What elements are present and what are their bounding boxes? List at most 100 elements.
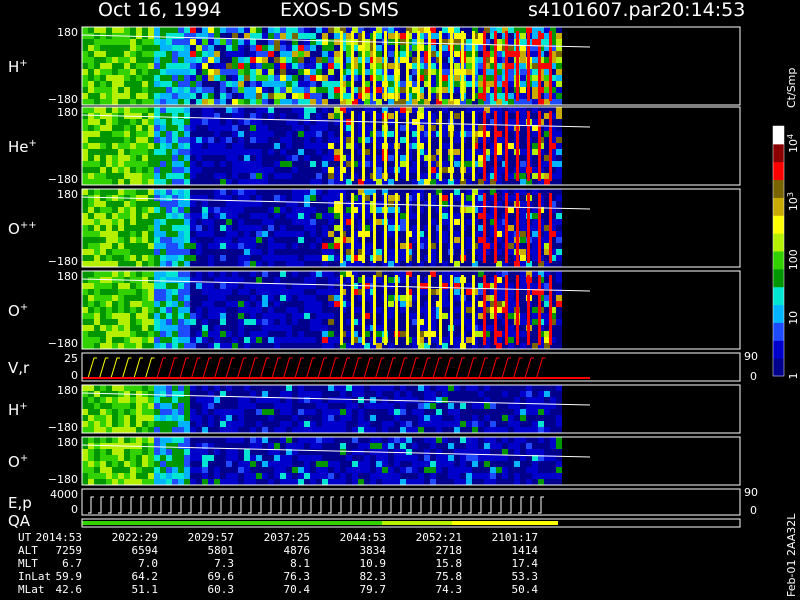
heatmap-cell: [274, 219, 280, 225]
heatmap-cell: [400, 143, 406, 149]
heatmap-cell: [172, 179, 178, 185]
heatmap-cell: [478, 33, 484, 39]
spin-stripe: [527, 275, 530, 345]
heatmap-cell: [334, 63, 340, 69]
heatmap-cell: [310, 331, 316, 337]
heatmap-cell: [208, 397, 214, 403]
heatmap-cell: [82, 307, 88, 313]
heatmap-cell: [520, 337, 526, 343]
heatmap-cell: [550, 93, 556, 99]
velocity-tick: [122, 357, 132, 379]
heatmap-cell: [490, 119, 496, 125]
heatmap-cell: [280, 119, 286, 125]
heatmap-cell: [232, 261, 238, 267]
heatmap-cell: [148, 277, 154, 283]
heatmap-cell: [256, 125, 262, 131]
heatmap-cell: [484, 249, 490, 255]
heatmap-cell: [172, 225, 178, 231]
heatmap-cell: [208, 391, 214, 397]
heatmap-cell: [160, 249, 166, 255]
heatmap-cell: [286, 219, 292, 225]
heatmap-cell: [160, 295, 166, 301]
heatmap-cell: [418, 403, 424, 409]
heatmap-cell: [178, 51, 184, 57]
heatmap-cell: [418, 421, 424, 427]
heatmap-cell: [172, 57, 178, 63]
heatmap-cell: [556, 237, 562, 243]
heatmap-cell: [490, 39, 496, 45]
heatmap-cell: [454, 155, 460, 161]
heatmap-cell: [526, 391, 532, 397]
heatmap-cell: [280, 179, 286, 185]
heatmap-cell: [232, 179, 238, 185]
heatmap-cell: [166, 283, 172, 289]
heatmap-cell: [100, 427, 106, 433]
heatmap-cell: [214, 201, 220, 207]
heatmap-cell: [136, 189, 142, 195]
heatmap-cell: [388, 213, 394, 219]
heatmap-cell: [154, 295, 160, 301]
heatmap-cell: [346, 149, 352, 155]
heatmap-cell: [520, 409, 526, 415]
heatmap-cell: [520, 81, 526, 87]
heatmap-cell: [340, 179, 346, 185]
heatmap-cell: [268, 391, 274, 397]
heatmap-cell: [196, 137, 202, 143]
heatmap-cell: [166, 179, 172, 185]
heatmap-cell: [466, 39, 472, 45]
heatmap-cell: [166, 107, 172, 113]
heatmap-cell: [220, 337, 226, 343]
heatmap-cell: [268, 39, 274, 45]
heatmap-cell: [556, 143, 562, 149]
heatmap-cell: [88, 63, 94, 69]
heatmap-cell: [196, 143, 202, 149]
heatmap-cell: [334, 415, 340, 421]
heatmap-cell: [88, 343, 94, 349]
heatmap-cell: [388, 99, 394, 105]
spin-stripe: [384, 193, 387, 263]
heatmap-cell: [490, 125, 496, 131]
heatmap-cell: [256, 219, 262, 225]
heatmap-cell: [400, 27, 406, 33]
heatmap-cell: [514, 421, 520, 427]
spin-stripe: [406, 275, 409, 345]
spin-stripe: [461, 193, 464, 263]
heatmap-cell: [286, 283, 292, 289]
heatmap-cell: [478, 313, 484, 319]
heatmap-cell: [418, 57, 424, 63]
heatmap-cell: [196, 301, 202, 307]
heatmap-cell: [106, 427, 112, 433]
heatmap-cell: [184, 231, 190, 237]
heatmap-cell: [400, 107, 406, 113]
heatmap-cell: [160, 307, 166, 313]
heatmap-cell: [484, 271, 490, 277]
spin-stripe: [373, 31, 376, 101]
heatmap-cell: [142, 283, 148, 289]
heatmap-cell: [202, 231, 208, 237]
heatmap-cell: [100, 195, 106, 201]
heatmap-cell: [544, 415, 550, 421]
heatmap-cell: [520, 277, 526, 283]
heatmap-cell: [262, 243, 268, 249]
heatmap-cell: [478, 325, 484, 331]
heatmap-cell: [532, 313, 538, 319]
heatmap-cell: [256, 161, 262, 167]
heatmap-cell: [190, 207, 196, 213]
heatmap-cell: [232, 69, 238, 75]
heatmap-cell: [190, 421, 196, 427]
heatmap-cell: [430, 143, 436, 149]
heatmap-cell: [226, 313, 232, 319]
heatmap-cell: [316, 421, 322, 427]
heatmap-cell: [160, 143, 166, 149]
heatmap-cell: [514, 107, 520, 113]
heatmap-cell: [304, 415, 310, 421]
heatmap-cell: [100, 313, 106, 319]
heatmap-cell: [112, 213, 118, 219]
heatmap-cell: [334, 277, 340, 283]
heatmap-cell: [340, 385, 346, 391]
heatmap-cell: [406, 415, 412, 421]
heatmap-cell: [496, 39, 502, 45]
heatmap-cell: [88, 99, 94, 105]
heatmap-cell: [424, 63, 430, 69]
heatmap-cell: [190, 337, 196, 343]
